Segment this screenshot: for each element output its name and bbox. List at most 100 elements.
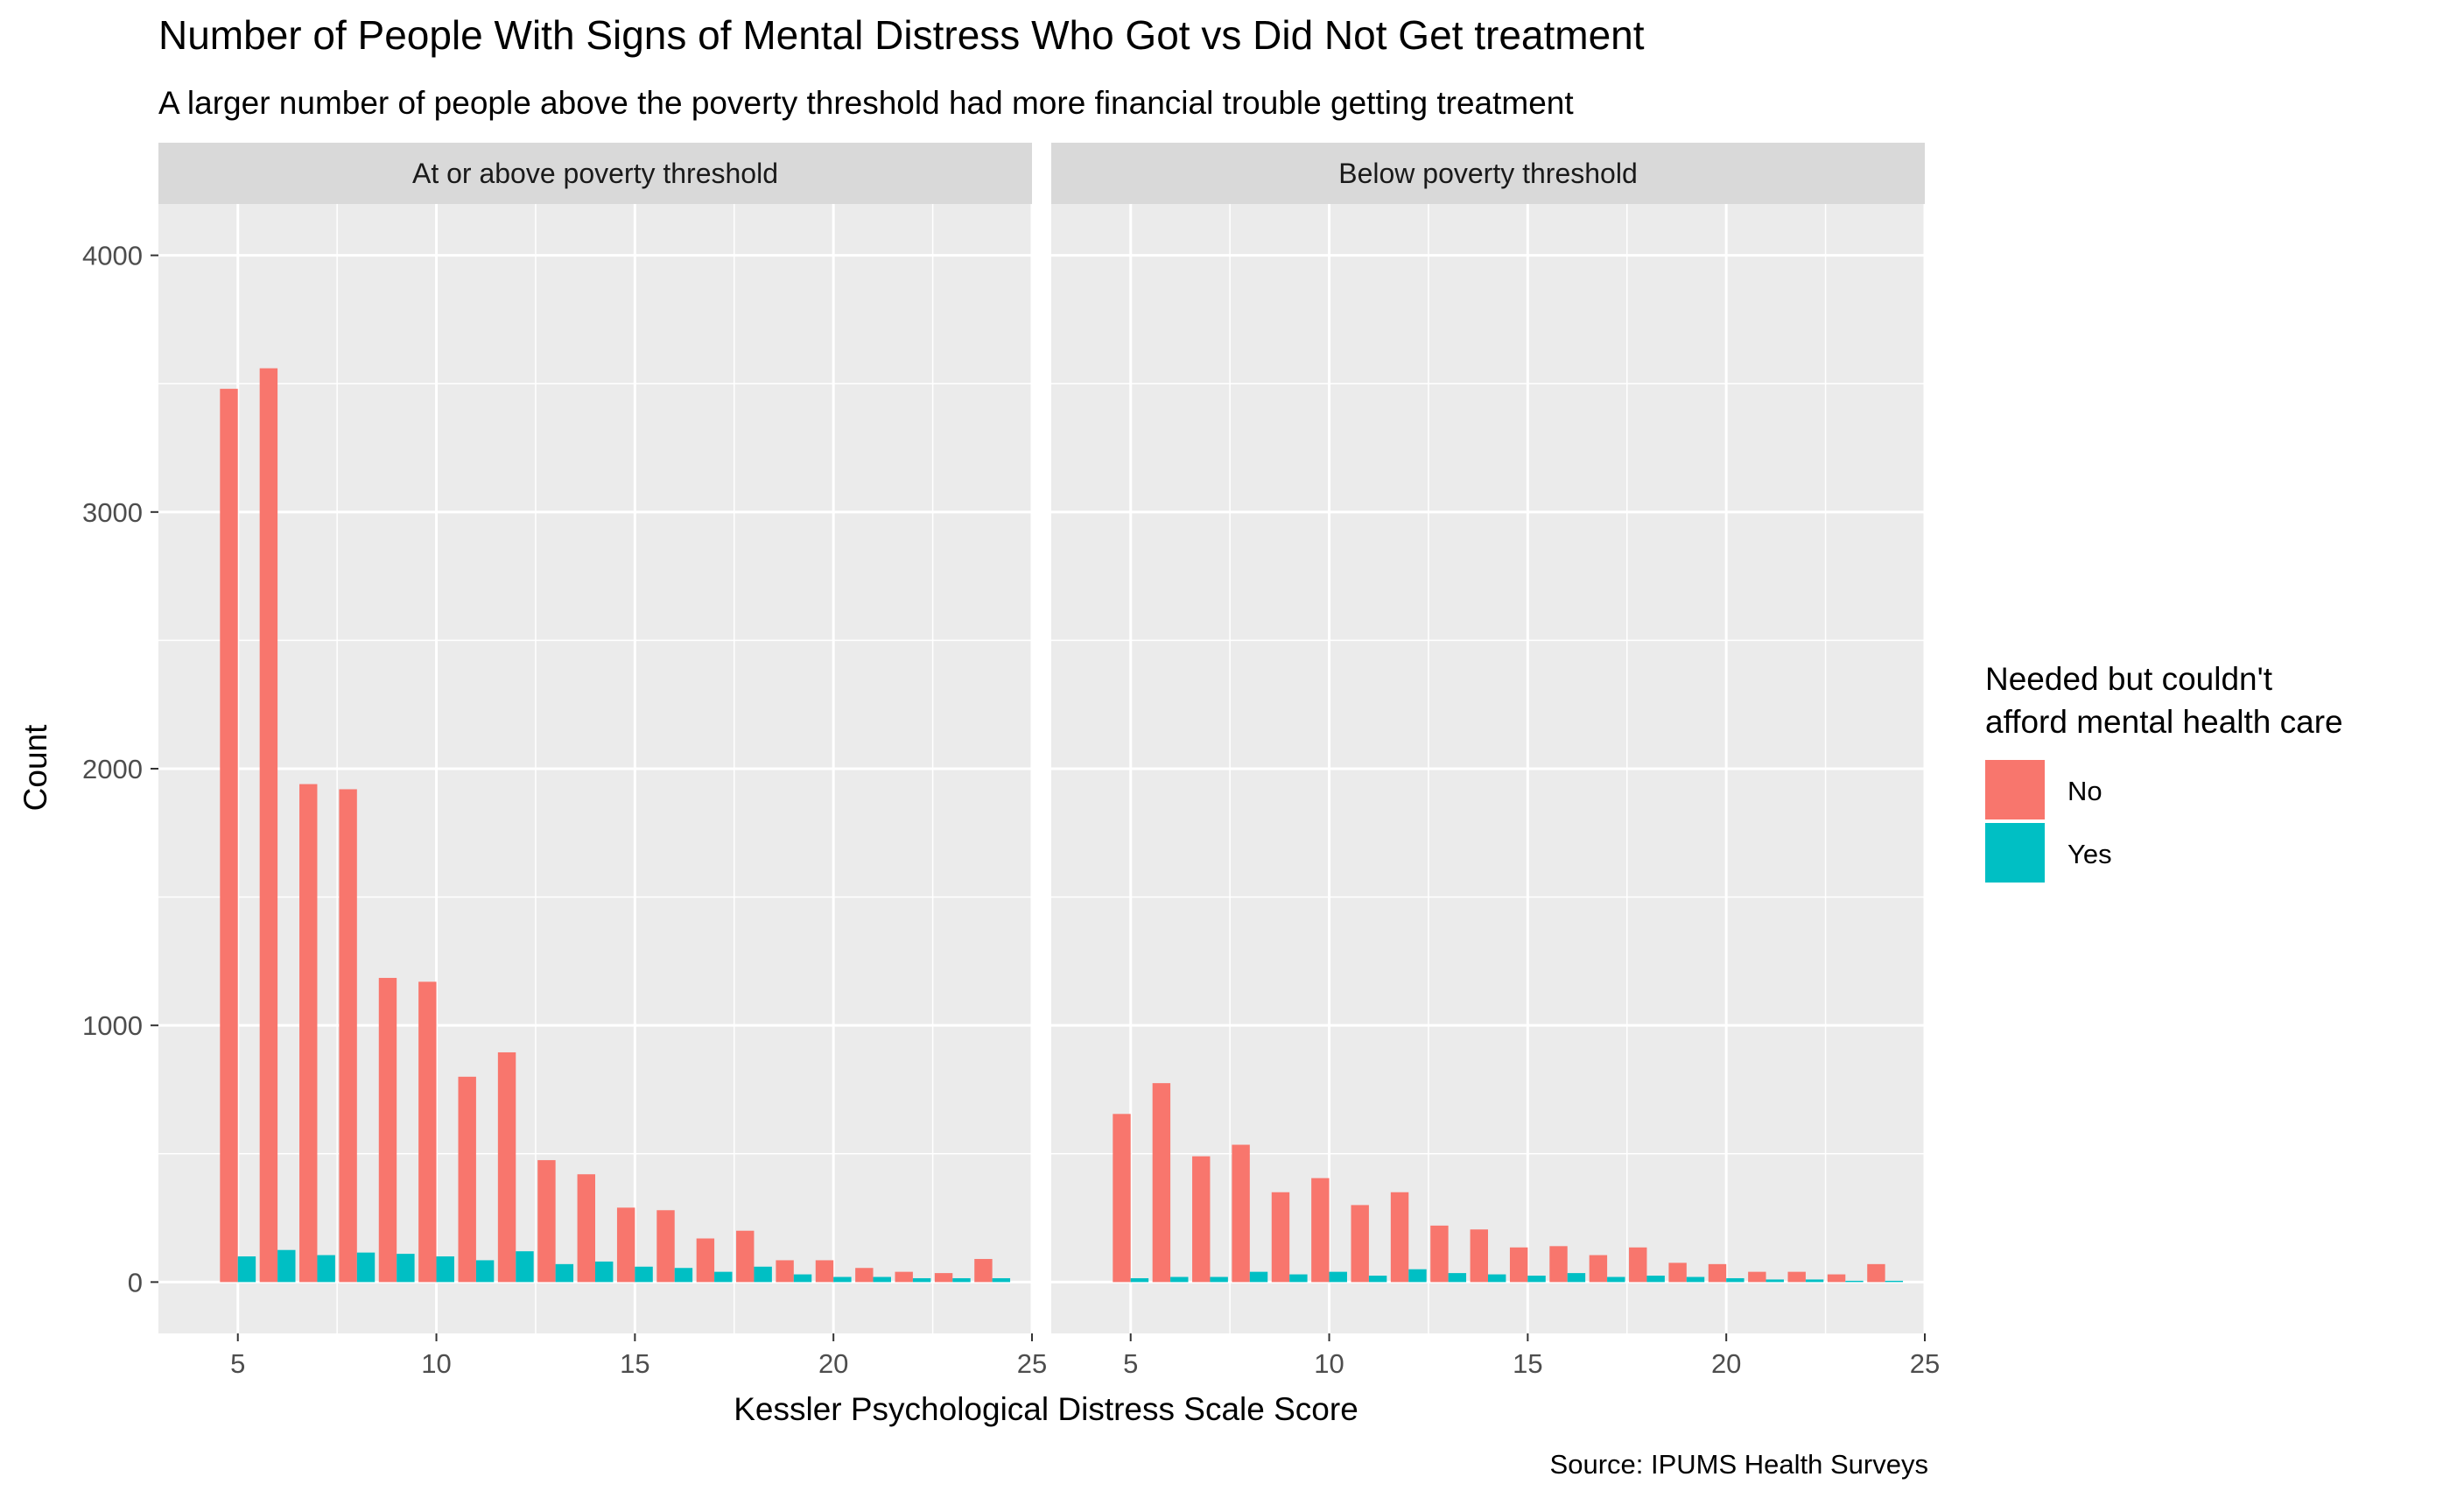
x-tick-label: 25	[1910, 1348, 1940, 1379]
bar-no	[696, 1238, 715, 1283]
bar-no	[1232, 1144, 1250, 1283]
bar-no	[497, 1051, 516, 1283]
bar-yes	[1289, 1274, 1308, 1283]
bar-no	[736, 1230, 755, 1283]
facet-strip	[1051, 143, 1925, 204]
bar-yes	[1805, 1279, 1824, 1283]
bar-no	[616, 1207, 635, 1283]
x-tick-label: 20	[818, 1348, 848, 1379]
facet-panel: Below poverty threshold 5 10 15 20 25	[1051, 143, 1940, 1379]
bar-yes	[1130, 1277, 1149, 1283]
bar-no	[220, 389, 238, 1283]
bar-yes	[1329, 1271, 1347, 1283]
bar-no	[339, 789, 357, 1283]
x-tick-label: 10	[1314, 1348, 1344, 1379]
bar-yes	[317, 1255, 335, 1283]
y-tick-label: 3000	[82, 497, 143, 528]
bar-no	[1351, 1205, 1369, 1283]
x-tick-label: 15	[620, 1348, 649, 1379]
facet-strip-label: Below poverty threshold	[1338, 158, 1638, 189]
bar-no	[895, 1271, 913, 1283]
bar-yes	[873, 1276, 891, 1283]
bar-yes	[1527, 1276, 1546, 1283]
chart-title: Number of People With Signs of Mental Di…	[158, 12, 1645, 58]
legend-swatch-yes	[1985, 823, 2045, 883]
bar-no	[1311, 1178, 1330, 1283]
bar-yes	[1567, 1273, 1586, 1283]
bar-yes	[277, 1249, 296, 1283]
bar-no	[776, 1260, 794, 1283]
legend-item-no: No	[1985, 760, 2102, 819]
bar-no	[1549, 1246, 1568, 1283]
bar-yes	[1448, 1273, 1467, 1283]
x-axis-label: Kessler Psychological Distress Scale Sco…	[734, 1391, 1358, 1427]
bar-yes	[1170, 1276, 1189, 1283]
legend-swatch-no	[1985, 760, 2045, 819]
bar-yes	[1607, 1276, 1625, 1283]
bar-yes	[793, 1274, 812, 1283]
y-axis: 0 1000 2000 3000 4000	[82, 241, 158, 1298]
bar-yes	[1408, 1269, 1427, 1283]
bar-no	[299, 784, 318, 1283]
y-tick-label: 2000	[82, 754, 143, 784]
bar-no	[1708, 1263, 1727, 1283]
bar-yes	[1726, 1277, 1744, 1283]
facet-strip	[158, 143, 1032, 204]
bar-yes	[754, 1266, 772, 1283]
legend-title: afford mental health care	[1985, 704, 2343, 740]
x-tick-label: 5	[230, 1348, 245, 1379]
bar-yes	[475, 1260, 495, 1283]
bar-yes	[1249, 1271, 1268, 1283]
bar-yes	[237, 1256, 256, 1283]
x-tick-label: 25	[1017, 1348, 1047, 1379]
facet-strip-label: At or above poverty threshold	[412, 158, 778, 189]
bar-no	[1271, 1192, 1290, 1283]
x-tick-label: 15	[1513, 1348, 1542, 1379]
bar-yes	[674, 1268, 693, 1283]
legend-label-no: No	[2067, 776, 2102, 806]
facet-panel: At or above poverty threshold 5 10 15 20 25	[158, 143, 1047, 1379]
x-tick-label: 10	[421, 1348, 451, 1379]
bar-no	[1787, 1271, 1806, 1283]
bar-no	[1509, 1247, 1528, 1283]
bar-yes	[1845, 1280, 1864, 1283]
bar-yes	[952, 1277, 971, 1283]
bar-no	[815, 1260, 834, 1283]
bar-yes	[1488, 1274, 1506, 1283]
chart-subtitle: A larger number of people above the pove…	[158, 85, 1574, 121]
legend-title: Needed but couldn't	[1985, 661, 2273, 697]
bar-no	[1152, 1083, 1171, 1283]
bar-yes	[1766, 1279, 1784, 1283]
bar-yes	[833, 1276, 852, 1283]
bar-no	[1629, 1247, 1647, 1283]
bar-yes	[992, 1277, 1011, 1283]
panels-layer: At or above poverty threshold 5 10 15 20 25 Be…	[158, 143, 1940, 1379]
bar-yes	[397, 1254, 415, 1283]
bar-no	[1470, 1229, 1488, 1283]
bar-no	[259, 368, 278, 1283]
bar-yes	[1686, 1276, 1705, 1283]
bar-yes	[595, 1261, 614, 1283]
bar-yes	[1885, 1280, 1904, 1283]
bar-yes	[436, 1256, 454, 1283]
bar-no	[1390, 1192, 1409, 1283]
bar-no	[577, 1174, 595, 1283]
bar-yes	[635, 1266, 653, 1283]
bar-no	[1867, 1263, 1885, 1283]
bar-yes	[555, 1263, 574, 1283]
chart-caption: Source: IPUMS Health Surveys	[1550, 1449, 1928, 1480]
bar-yes	[356, 1252, 376, 1283]
bar-no	[1827, 1274, 1846, 1283]
bar-no	[537, 1160, 556, 1283]
bar-no	[378, 977, 397, 1283]
x-tick-label: 20	[1711, 1348, 1741, 1379]
bar-yes	[912, 1277, 931, 1283]
bar-no	[1430, 1225, 1449, 1283]
y-tick-label: 4000	[82, 241, 143, 271]
bar-no	[855, 1268, 874, 1283]
y-tick-label: 1000	[82, 1010, 143, 1041]
bar-yes	[1368, 1276, 1387, 1283]
bar-no	[458, 1076, 476, 1283]
bar-no	[1192, 1156, 1211, 1283]
